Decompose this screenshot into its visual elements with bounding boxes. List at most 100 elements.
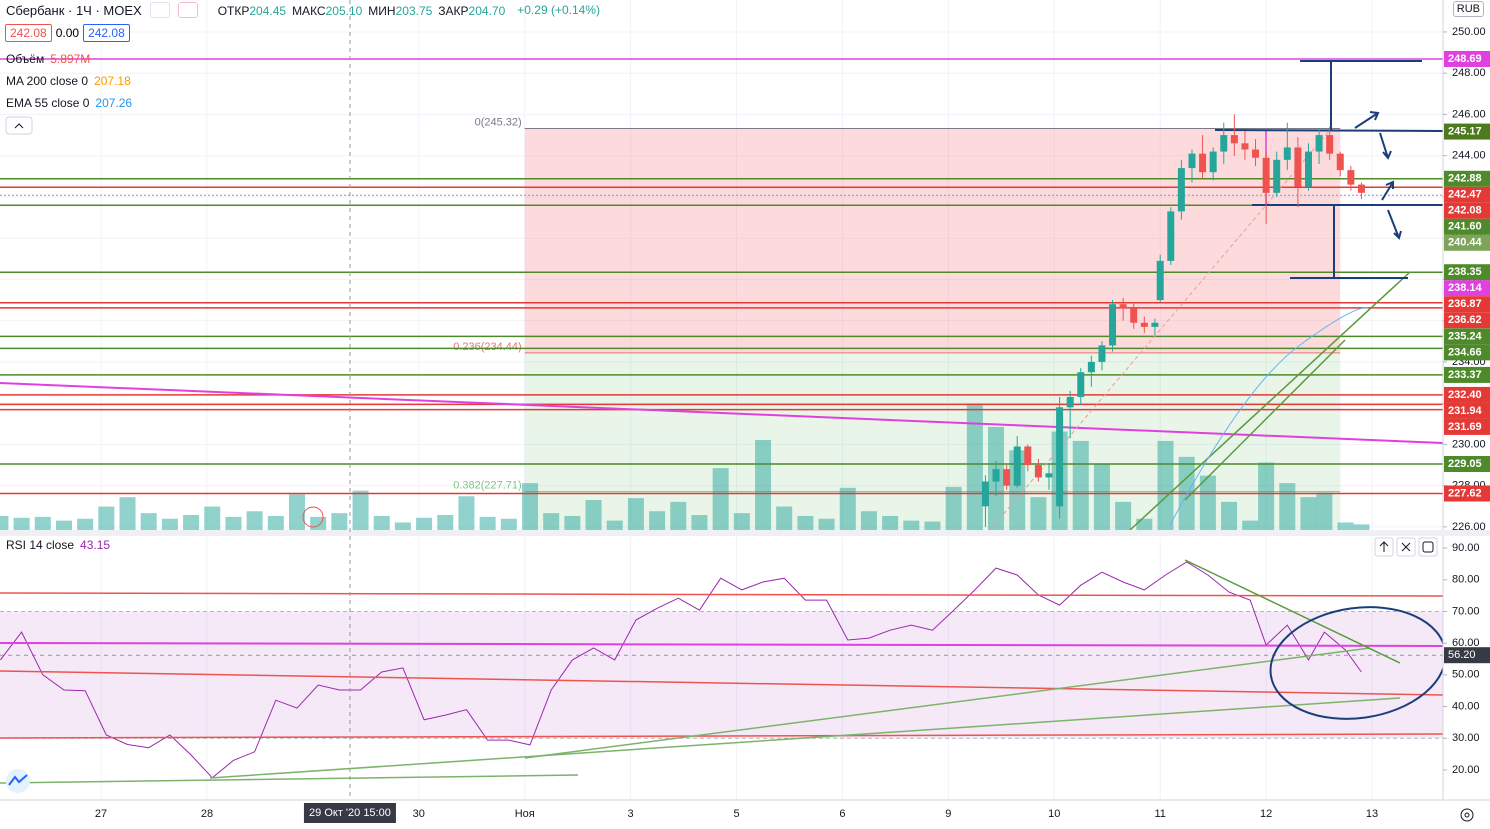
maximize-pane-button[interactable]	[1418, 537, 1438, 557]
candle-body	[1109, 304, 1117, 346]
y-tick-label: 20.00	[1452, 764, 1480, 776]
volume-bar	[13, 517, 30, 530]
volume-bar	[1199, 475, 1216, 530]
x-tick-label: 3	[628, 808, 634, 820]
level-label-bg	[1444, 312, 1490, 329]
candle-body	[1167, 211, 1175, 261]
candle-body	[1013, 446, 1021, 486]
candle-body	[1177, 168, 1185, 212]
rsi-last: 43.15	[80, 538, 111, 552]
candle-body	[1066, 396, 1074, 408]
level-label-bg	[1444, 170, 1490, 187]
candle-body	[981, 481, 989, 507]
legend-item[interactable]: Объём 5.897M	[6, 52, 90, 66]
spread: 0.00	[55, 26, 80, 40]
volume-bar	[860, 511, 877, 530]
volume-bar	[1009, 450, 1026, 530]
rsi-legend: RSI 14 close 43.15	[6, 538, 110, 552]
pane-separator	[0, 530, 1490, 536]
volume-bar	[140, 513, 157, 530]
volume-bar	[204, 506, 221, 530]
collapse-legend-button[interactable]	[5, 116, 33, 135]
rsi-current-label: 56.20	[1448, 649, 1476, 661]
level-label: 235.24	[1448, 330, 1483, 342]
volume-bar	[1221, 501, 1238, 530]
trend-line	[1184, 339, 1346, 501]
level-label: 242.88	[1448, 173, 1482, 185]
settings-button[interactable]	[1460, 808, 1474, 822]
volume-bar	[691, 515, 708, 530]
volume-bar	[776, 506, 793, 530]
volume-bar	[500, 518, 517, 530]
volume-bar	[310, 516, 327, 530]
ohlc-label: ЗАКР	[438, 3, 469, 18]
header: Сбербанк · 1Ч · MOEX ОТКР204.45 МАКС205.1…	[6, 2, 606, 18]
fib-zone	[524, 128, 1341, 353]
currency[interactable]: RUB	[1452, 1, 1484, 17]
level-label: 248.69	[1448, 53, 1482, 65]
y-tick-label: 90.00	[1452, 542, 1480, 554]
candle-body	[992, 469, 1000, 482]
candle-body	[1034, 465, 1042, 478]
volume-bar	[649, 511, 666, 530]
level-label: 227.62	[1448, 487, 1482, 499]
level-label: 231.69	[1448, 421, 1482, 433]
candle-body	[1151, 322, 1159, 327]
candle-body	[1156, 260, 1164, 301]
volume-bar	[1300, 497, 1317, 530]
rsi-name: RSI 14 close	[6, 538, 75, 552]
legend-name: Объём	[6, 52, 45, 66]
candle-body	[1241, 143, 1249, 150]
icon[interactable]	[149, 2, 170, 18]
candle-body	[1003, 469, 1011, 486]
level-label: 229.05	[1448, 458, 1482, 470]
trend-line	[1129, 271, 1411, 531]
y-tick-label: 244.00	[1452, 150, 1486, 162]
bid[interactable]: 242.08	[5, 24, 52, 42]
ohlc-value: 203.75	[395, 3, 433, 18]
volume-bar	[1258, 462, 1275, 530]
ohlc-value: 204.70	[468, 3, 506, 18]
volume-bar	[755, 440, 772, 530]
x-tick-label: Ноя	[515, 808, 535, 820]
event-marker[interactable]	[302, 506, 324, 528]
volume-bar	[1316, 492, 1333, 530]
volume-bar	[733, 513, 750, 530]
legend-value: 5.897M	[50, 52, 91, 66]
volume-bar	[543, 513, 560, 530]
legend-item[interactable]: MA 200 close 0 207.18	[6, 74, 131, 88]
legend-name: EMA 55 close 0	[6, 96, 90, 110]
volume-bar	[225, 516, 242, 530]
volume-bar	[564, 515, 581, 530]
candle-body	[1188, 153, 1196, 169]
volume-bar	[945, 486, 962, 530]
ask[interactable]: 242.08	[83, 24, 130, 42]
ohlc: ОТКР204.45 МАКС205.10 МИН203.75 ЗАКР204.70	[218, 3, 512, 18]
candle-body	[1119, 304, 1127, 309]
level-label-bg	[1444, 485, 1490, 502]
level-label-bg	[1444, 234, 1490, 251]
level-label: 236.62	[1448, 314, 1482, 326]
candle-body	[1024, 446, 1032, 466]
volume-bar	[416, 517, 433, 530]
volume-bar	[882, 515, 899, 530]
level-label: 232.40	[1448, 389, 1482, 401]
level-label: 245.17	[1448, 125, 1482, 137]
volume-bar	[437, 515, 454, 530]
level-label: 234.66	[1448, 346, 1482, 358]
candle-body	[1315, 135, 1323, 152]
candle-body	[1130, 308, 1138, 323]
volume-bar	[1093, 464, 1110, 530]
candles	[981, 114, 1365, 527]
level-label: 238.35	[1448, 266, 1482, 278]
candle-body	[1336, 153, 1344, 171]
candle-body	[1230, 135, 1238, 144]
legend-item[interactable]: EMA 55 close 0 207.26	[6, 96, 132, 110]
volume-bar	[267, 515, 284, 530]
volume-bar	[394, 522, 411, 530]
icon[interactable]	[177, 2, 198, 18]
x-tick-label: 10	[1048, 808, 1060, 820]
candle-body	[1140, 322, 1148, 327]
volume-bar	[797, 515, 814, 530]
